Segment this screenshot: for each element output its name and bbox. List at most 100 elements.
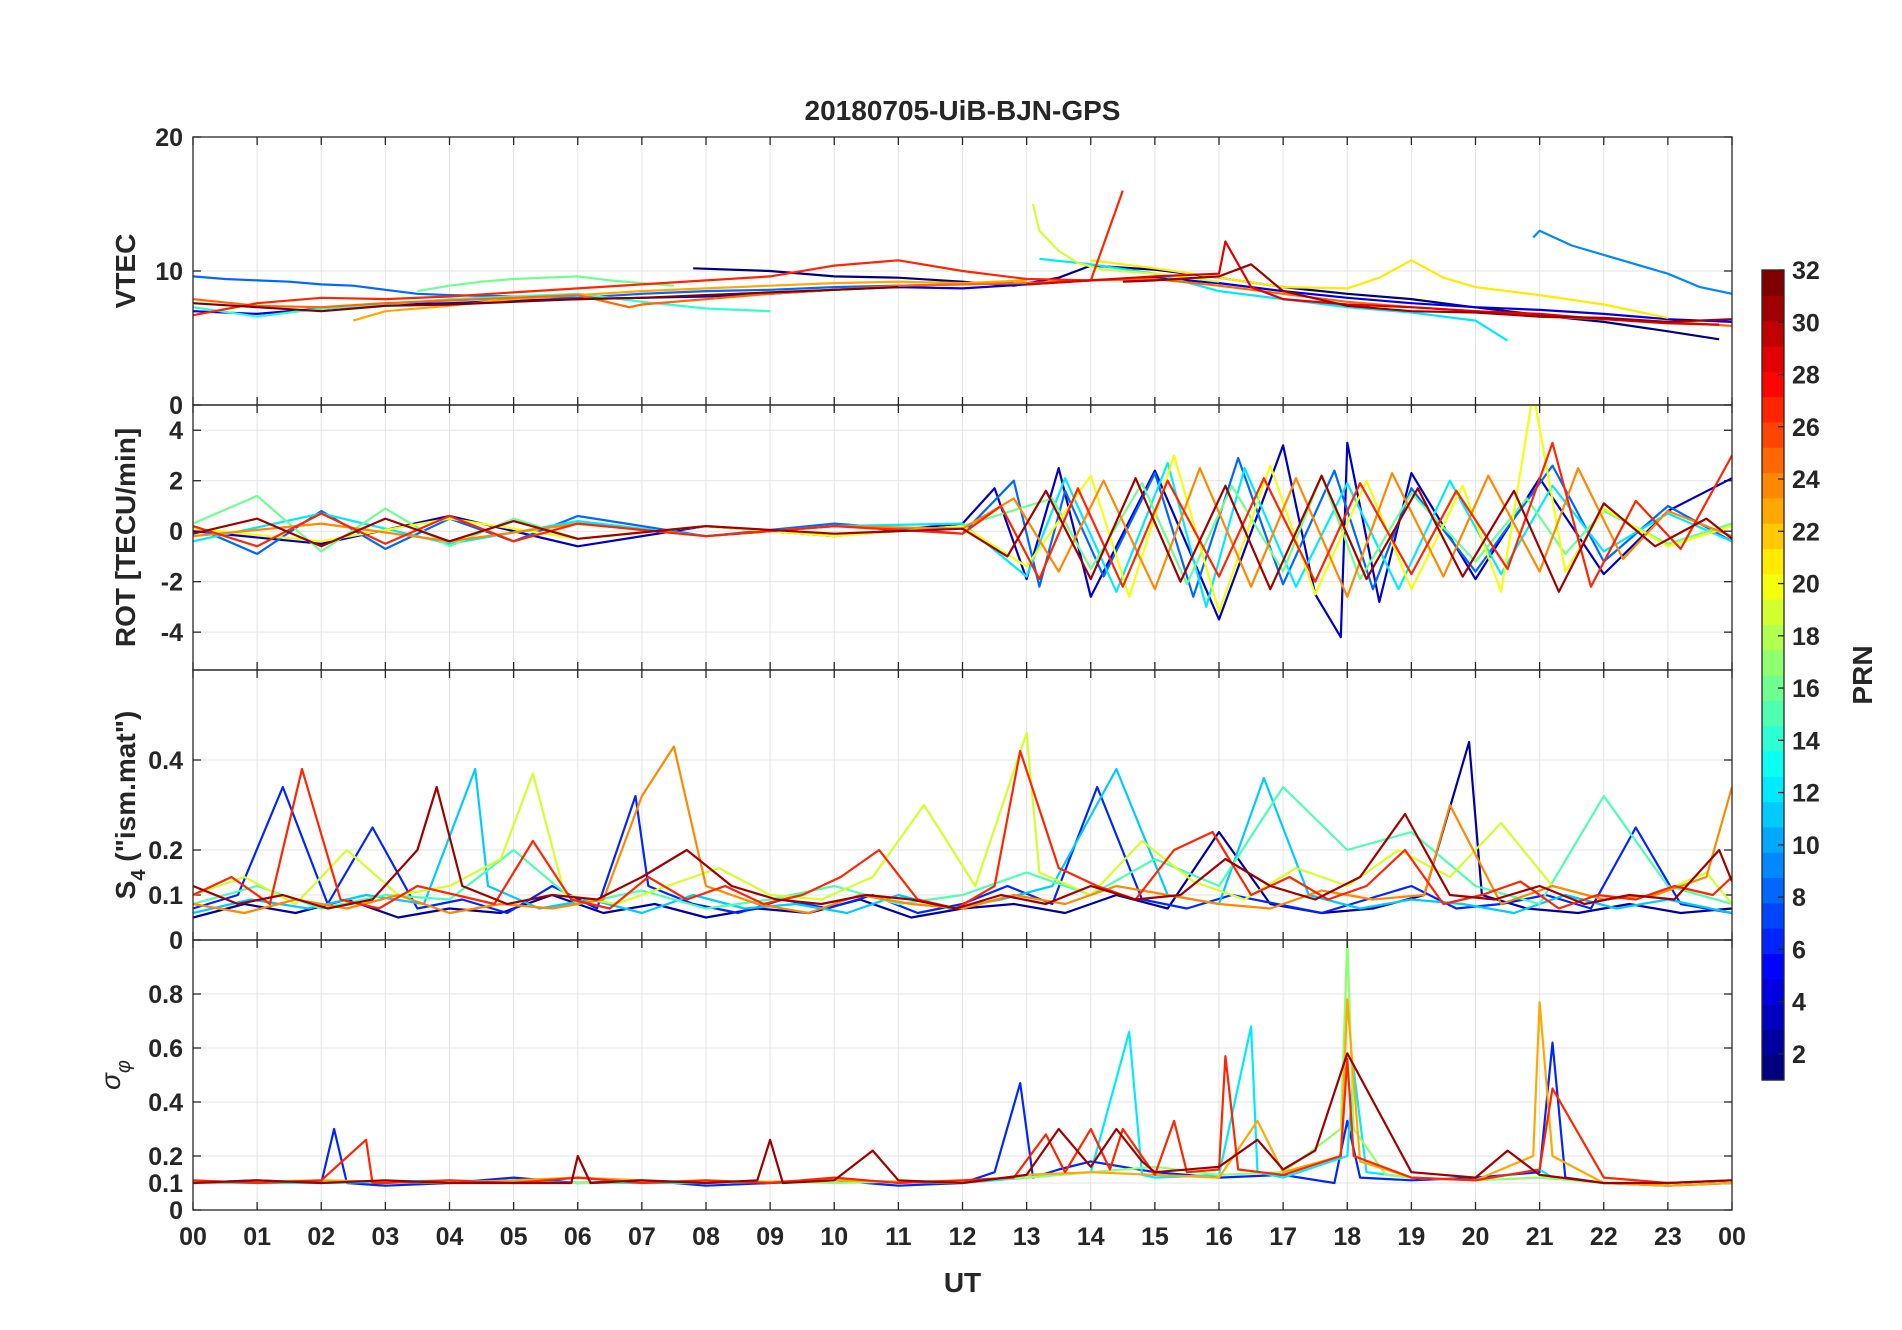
series-line-prn-19: [193, 731, 1732, 906]
series-group: [193, 731, 1732, 919]
x-tick-label: 07: [628, 1223, 656, 1251]
colorbar-swatch: [1762, 548, 1784, 575]
x-tick-label: 19: [1397, 1223, 1425, 1251]
series-line-prn-14: [193, 292, 771, 318]
series-line-prn-17: [193, 940, 1732, 1185]
colorbar-tick-label: 18: [1792, 623, 1820, 651]
colorbar-swatch: [1762, 345, 1784, 372]
series-line-prn-27: [193, 190, 1124, 317]
colorbar-swatch: [1762, 523, 1784, 550]
y-axis-label-sub: 4: [128, 869, 150, 881]
colorbar-swatch: [1762, 953, 1784, 980]
series-line-prn-29: [1026, 240, 1720, 326]
series-line-prn-27: [193, 441, 1732, 588]
y-tick-label: 20: [155, 124, 183, 152]
x-tick-label: 20: [1462, 1223, 1490, 1251]
series-line-prn-4: [193, 276, 1732, 323]
y-axis-label: σφ: [95, 1060, 135, 1090]
series-line-prn-9: [1532, 229, 1732, 295]
colorbar-tick-label: 8: [1792, 884, 1806, 912]
x-tick-label: 04: [436, 1223, 464, 1251]
colorbar-swatch: [1762, 1054, 1784, 1081]
colorbar-swatch: [1762, 396, 1784, 423]
colorbar-swatch: [1762, 624, 1784, 651]
colorbar-swatch: [1762, 852, 1784, 879]
colorbar-tick-label: 22: [1792, 518, 1820, 546]
x-tick-label: 09: [756, 1223, 784, 1251]
series-line-prn-15: [193, 785, 1732, 910]
colorbar-tick-label: 24: [1792, 466, 1820, 494]
colorbar-tick-label: 14: [1792, 727, 1820, 755]
colorbar-tick-label: 16: [1792, 675, 1820, 703]
x-tick-label: 21: [1526, 1223, 1554, 1251]
x-tick-label: 11: [885, 1223, 912, 1251]
panel-sigma_phi: 00.10.2 0.4 0.6 0.8 σφ: [95, 939, 1733, 1225]
colorbar-swatch: [1762, 877, 1784, 904]
x-tick-label: 06: [564, 1223, 592, 1251]
series-line-prn-27: [193, 749, 1732, 910]
series-group: [193, 190, 1732, 342]
colorbar-tick-label: 6: [1792, 936, 1806, 964]
colorbar-label: PRN: [1847, 645, 1878, 704]
y-tick-label: 0.6: [148, 1035, 183, 1063]
y-tick-label: 0.2: [148, 837, 183, 865]
chart-title: 20180705-UiB-BJN-GPS: [805, 95, 1121, 126]
y-tick-label: 0.4: [148, 1089, 183, 1117]
y-tick-label: 10: [155, 258, 183, 286]
series-line-prn-31: [193, 785, 1732, 910]
series-line-prn-27: [193, 1054, 1732, 1185]
series-line-prn-16: [417, 275, 674, 293]
y-tick-label: 2: [169, 468, 183, 496]
x-tick-label: 12: [949, 1223, 977, 1251]
x-tick-label: 23: [1654, 1223, 1682, 1251]
colorbar-swatch: [1762, 928, 1784, 955]
y-tick-label: -4: [161, 619, 183, 647]
series-line-prn-19: [1031, 203, 1220, 283]
colorbar-swatch: [1762, 750, 1784, 777]
y-axis-label: VTEC: [110, 234, 141, 309]
y-tick-label: 4: [169, 417, 183, 445]
y-axis-label: S4 ("ism.mat"): [110, 711, 150, 900]
colorbar-tick-label: 32: [1792, 257, 1820, 285]
colorbar-tick-label: 2: [1792, 1041, 1806, 1069]
colorbar-tick-label: 20: [1792, 571, 1820, 599]
y-tick-label: 0: [169, 518, 183, 546]
colorbar-swatch: [1762, 371, 1784, 398]
colorbar-swatch: [1762, 295, 1784, 322]
x-tick-label: 01: [243, 1223, 271, 1251]
x-tick-label: 05: [500, 1223, 528, 1251]
series-group: [193, 405, 1732, 639]
y-axis-label-rest: ("ism.mat"): [110, 711, 141, 870]
colorbar-swatch: [1762, 599, 1784, 625]
colorbar-tick-label: 30: [1792, 309, 1820, 337]
colorbar-swatch: [1762, 700, 1784, 727]
series-line-prn-31: [193, 1052, 1732, 1185]
y-tick-label: 0.4: [148, 747, 183, 775]
x-tick-label: 00: [1718, 1223, 1746, 1251]
series-line-prn-12: [193, 461, 1732, 609]
x-tick-label: 14: [1077, 1223, 1105, 1251]
x-axis-label: UT: [944, 1267, 981, 1298]
y-tick-label: 0.8: [148, 981, 183, 1009]
colorbar-tick-label: 10: [1792, 832, 1820, 860]
colorbar-swatch: [1762, 978, 1784, 1005]
panel-rot: -4 -2 0 2 4 ROT [TECU/min]: [110, 404, 1733, 671]
series-line-prn-3: [193, 441, 1732, 639]
series-line-prn-16: [193, 474, 1732, 586]
colorbar-swatch: [1762, 801, 1784, 828]
colorbar-tick-label: 26: [1792, 414, 1820, 442]
x-tick-label: 13: [1013, 1223, 1041, 1251]
series-line-prn-31: [1122, 263, 1732, 323]
y-tick-label: 0: [169, 392, 183, 420]
series-line-prn-31: [193, 474, 1732, 593]
x-tick-label: 02: [307, 1223, 335, 1251]
y-axis-label-main: σ: [95, 1072, 126, 1090]
series-line-prn-32: [193, 286, 899, 313]
x-tick-label: 22: [1590, 1223, 1618, 1251]
colorbar-swatch: [1762, 649, 1784, 676]
series-group: [193, 940, 1732, 1187]
y-axis-label: ROT [TECU/min]: [110, 428, 141, 647]
